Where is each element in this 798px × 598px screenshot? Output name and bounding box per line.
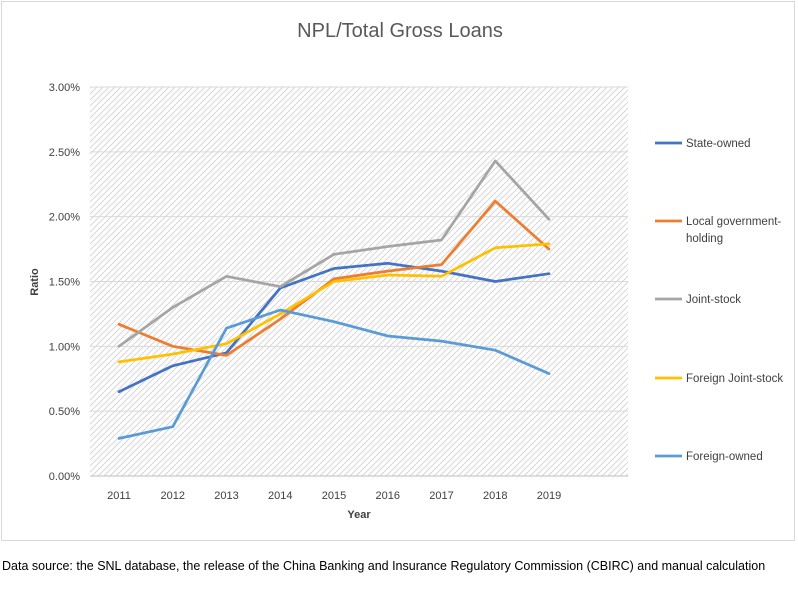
x-tick-label: 2017 (429, 490, 453, 502)
y-tick-label: 3.00% (49, 82, 80, 94)
legend-item-local-government-holding: Local government-holding (655, 216, 781, 245)
legend-item-joint-stock: Joint-stock (655, 294, 741, 306)
legend-item-foreign-joint-stock: Foreign Joint-stock (655, 373, 783, 385)
y-tick-label: 0.50% (49, 406, 80, 418)
y-tick-label: 2.00% (49, 212, 80, 224)
y-axis-title: Ratio (29, 268, 41, 296)
x-tick-label: 2013 (214, 490, 238, 502)
y-tick-label: 0.00% (49, 471, 80, 483)
legend-label: Foreign Joint-stock (686, 373, 783, 385)
x-tick-label: 2019 (537, 490, 561, 502)
x-tick-label: 2015 (322, 490, 346, 502)
x-axis-title: Year (347, 509, 371, 521)
legend-item-state-owned: State-owned (655, 138, 751, 150)
legend-label: Local government- (686, 216, 781, 228)
series-line-foreign-joint-stock (117, 242, 551, 364)
legend-label: Foreign-owned (686, 451, 763, 463)
x-tick-label: 2014 (268, 490, 292, 502)
y-tick-label: 1.50% (49, 277, 80, 289)
legend-label: Joint-stock (686, 294, 741, 306)
source-note: Data source: the SNL database, the relea… (2, 559, 766, 573)
x-tick-label: 2011 (107, 490, 131, 502)
x-tick-label: 2016 (376, 490, 400, 502)
y-tick-label: 1.00% (49, 341, 80, 353)
legend-item-foreign-owned: Foreign-owned (655, 451, 763, 463)
legend-label: holding (686, 233, 723, 245)
x-axis-ticks: 2011 2012 2013 2014 2015 2016 2017 2018 2019 (107, 490, 561, 502)
line-chart: NPL/Total Gross Loans 0.00% 0.50% 1.00% 1.5… (29, 20, 783, 521)
x-tick-label: 2012 (161, 490, 185, 502)
series-line-joint-stock (117, 159, 551, 348)
series-lines (117, 159, 551, 440)
x-tick-label: 2018 (483, 490, 507, 502)
legend-label: State-owned (686, 138, 751, 150)
y-axis-ticks: 0.00% 0.50% 1.00% 1.50% 2.00% 2.50% 3.00% (49, 82, 80, 483)
series-line-state-owned (117, 261, 551, 394)
chart-title: NPL/Total Gross Loans (297, 20, 503, 42)
series-line-foreign-owned (117, 308, 551, 440)
legend: State-owned Local government-holding Joint… (655, 138, 783, 463)
y-tick-label: 2.50% (49, 147, 80, 159)
chart-frame: NPL/Total Gross Loans 0.00% 0.50% 1.00% 1.5… (1, 1, 795, 541)
